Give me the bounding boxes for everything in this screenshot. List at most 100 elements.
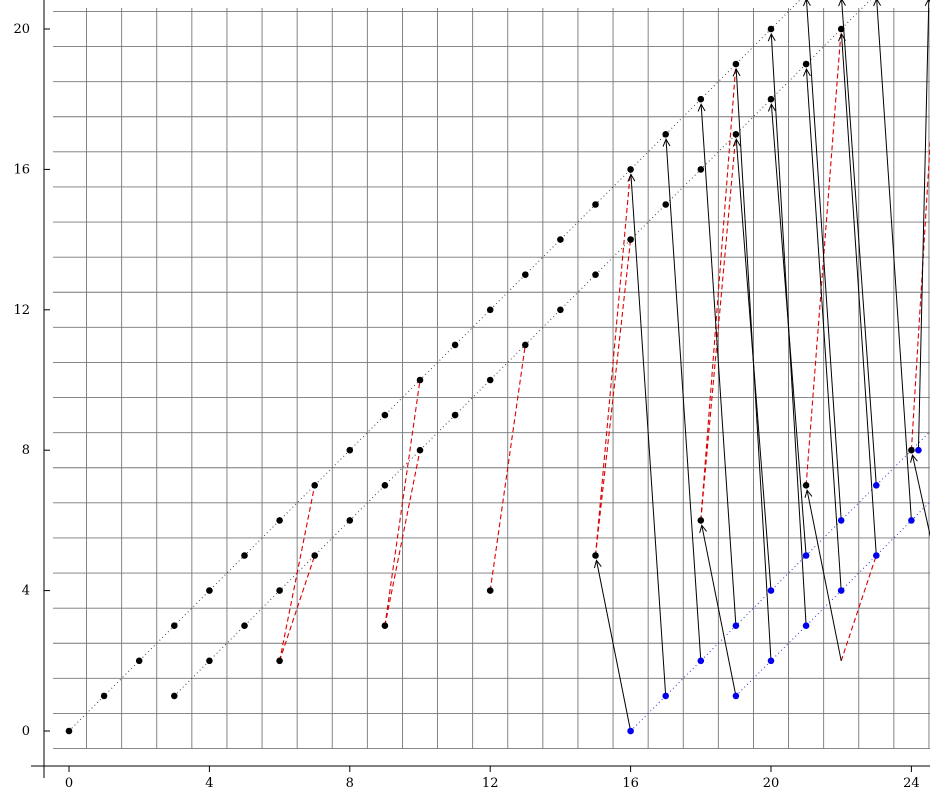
black-data-point <box>276 517 283 524</box>
arrow-shaft <box>700 104 737 626</box>
blue-data-point <box>732 692 740 700</box>
arrow-shaft <box>806 490 842 661</box>
black-data-point <box>837 25 845 33</box>
red-dashed-link <box>840 555 877 661</box>
arrow-shaft <box>917 0 930 451</box>
arrow-head <box>838 0 846 7</box>
black-data-point <box>908 446 915 454</box>
arrow-head <box>732 138 741 147</box>
black-data-point <box>451 341 459 349</box>
y-tick-label: 0 <box>22 724 30 739</box>
black-data-point <box>346 446 354 454</box>
black-data-point <box>697 95 705 103</box>
blue-data-point <box>767 587 775 594</box>
red-dashed-links <box>279 28 930 661</box>
arrow-shaft <box>805 69 842 591</box>
arrow-head <box>802 67 811 77</box>
black-data-point <box>592 552 599 559</box>
blue-data-point <box>837 517 845 524</box>
arrow-head <box>767 103 776 112</box>
red-dashed-link <box>384 379 421 626</box>
black-data-point <box>381 622 389 629</box>
black-data-point <box>241 552 248 559</box>
arrow-head <box>802 0 811 7</box>
blue-data-point <box>873 482 880 489</box>
arrow-head <box>699 524 707 533</box>
black-data-point <box>451 411 459 419</box>
black-data-point <box>522 271 529 279</box>
black-data-point <box>802 60 810 68</box>
blue-data-point <box>915 446 922 454</box>
dotted-diagonal <box>735 501 930 697</box>
arrow-shaft <box>841 33 877 556</box>
arrow-shaft <box>735 139 772 591</box>
arrow-head <box>910 453 918 463</box>
black-data-point <box>592 271 599 279</box>
black-data-point <box>732 131 740 138</box>
arrow-shaft <box>595 560 632 732</box>
arrow-head <box>804 489 813 498</box>
black-data-point <box>311 552 319 559</box>
red-dashed-link <box>910 136 930 451</box>
black-data-point <box>486 587 494 594</box>
arrow-head <box>697 103 706 112</box>
arrow-shaft <box>701 525 737 696</box>
black-data-point <box>276 587 283 594</box>
dotted-diagonal <box>68 0 801 732</box>
x-tick-label: 0 <box>65 776 73 791</box>
black-data-point <box>135 657 143 665</box>
black-data-point <box>592 201 599 208</box>
black-data-point <box>311 482 319 489</box>
black-data-point <box>381 482 389 489</box>
blue-data-point <box>662 692 669 700</box>
black-data-point <box>381 411 389 419</box>
red-dashed-link <box>279 485 316 661</box>
black-data-point <box>522 341 529 349</box>
x-tick-label: 4 <box>205 776 213 791</box>
blue-data-point <box>908 517 915 524</box>
black-data-point <box>171 692 178 700</box>
red-dashed-link <box>700 64 737 521</box>
black-data-point <box>557 306 564 314</box>
arrow-shaft <box>665 139 702 661</box>
black-data-point <box>416 446 424 454</box>
red-dashed-link <box>700 134 737 521</box>
black-data-point <box>627 236 634 243</box>
blue-data-point <box>767 657 775 665</box>
data-points <box>65 25 922 735</box>
red-dashed-link <box>279 555 316 661</box>
y-tick-label: 20 <box>13 22 30 37</box>
y-tick-label: 12 <box>13 303 30 318</box>
arrow-head <box>662 138 671 147</box>
x-tick-label: 24 <box>903 776 920 791</box>
dotted-diagonals <box>68 0 930 732</box>
x-tick-label: 20 <box>763 776 780 791</box>
black-data-point <box>697 517 705 524</box>
arrow-head <box>627 173 636 182</box>
blue-data-point <box>802 552 810 559</box>
x-tick-label: 8 <box>346 776 354 791</box>
red-dashed-link <box>384 450 421 626</box>
arrow-head <box>593 559 602 569</box>
y-tick-label: 16 <box>13 162 30 177</box>
blue-data-point <box>837 587 845 594</box>
arrow-shaft <box>876 0 912 521</box>
axes <box>31 0 930 778</box>
dotted-diagonal <box>630 430 930 732</box>
arrow-head <box>924 0 930 7</box>
x-tick-label: 12 <box>482 776 499 791</box>
black-data-point <box>171 622 178 629</box>
blue-data-point <box>627 727 634 735</box>
red-dashed-link <box>489 344 526 591</box>
black-data-point <box>241 622 248 629</box>
black-data-point <box>206 657 213 665</box>
arrow-head <box>873 0 882 7</box>
black-data-point <box>206 587 213 594</box>
arrow-shaft <box>806 0 842 521</box>
black-data-point <box>276 657 283 665</box>
black-data-point <box>486 306 494 314</box>
black-data-point <box>100 692 108 700</box>
black-data-point <box>767 25 775 33</box>
black-data-point <box>662 131 669 138</box>
red-dashed-link <box>594 169 632 556</box>
